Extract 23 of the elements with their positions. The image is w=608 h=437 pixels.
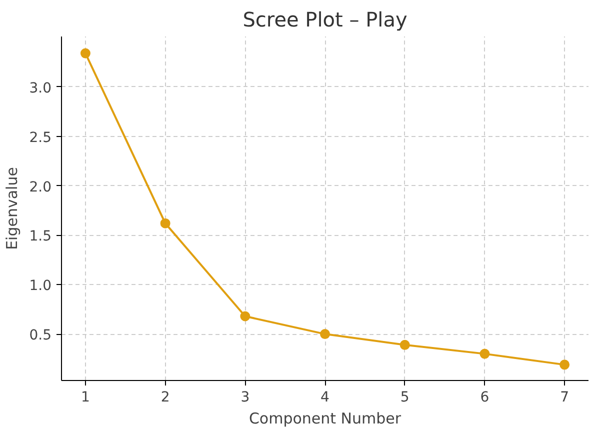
point bbox=[400, 340, 410, 350]
x-tick-label: 3 bbox=[240, 390, 250, 406]
point bbox=[80, 48, 90, 58]
y-axis-title: Eigenvalue bbox=[3, 167, 22, 250]
x-tick-label: 7 bbox=[560, 390, 570, 406]
y-tick-label: 1.0 bbox=[29, 278, 52, 294]
x-tick-label: 1 bbox=[81, 390, 90, 406]
x-tick-label: 2 bbox=[160, 390, 170, 406]
x-tick-label: 5 bbox=[400, 390, 410, 406]
y-tick-label: 2.5 bbox=[29, 130, 52, 146]
point bbox=[240, 311, 250, 322]
point bbox=[160, 218, 170, 228]
y-tick-label: 0.5 bbox=[29, 328, 52, 344]
chart-title: Scree Plot – Play bbox=[242, 8, 408, 32]
point bbox=[320, 329, 330, 340]
y-tick-label: 2.0 bbox=[29, 179, 52, 196]
x-tick-label: 6 bbox=[480, 390, 490, 406]
x-axis-title: Component Number bbox=[248, 410, 402, 428]
y-tick-label: 3.0 bbox=[29, 80, 52, 96]
point bbox=[480, 348, 490, 359]
point bbox=[560, 360, 570, 370]
x-tick-label: 4 bbox=[320, 390, 330, 406]
y-tick-label: 1.5 bbox=[29, 228, 52, 245]
